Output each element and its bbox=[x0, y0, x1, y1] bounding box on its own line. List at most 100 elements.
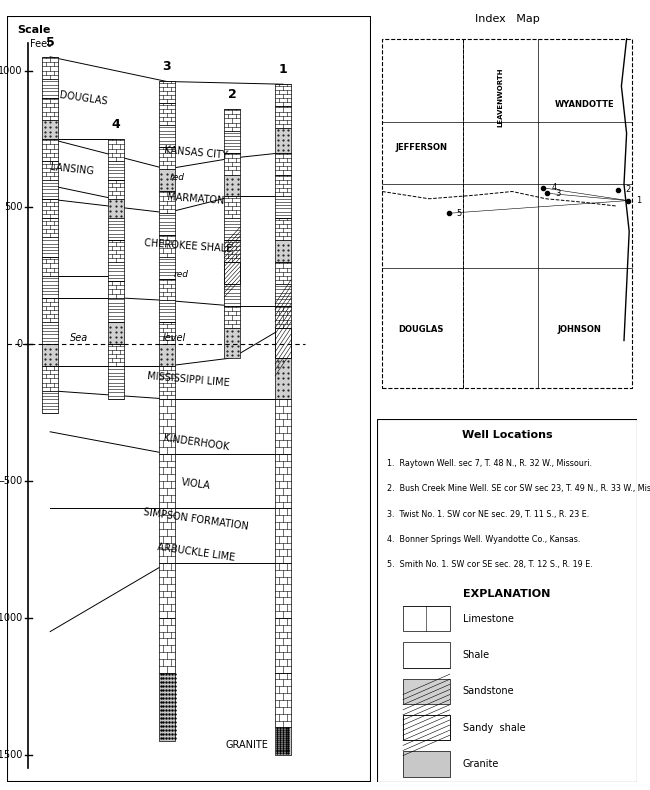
Bar bbox=[224, 284, 240, 306]
Text: ARBUCKLE LIME: ARBUCKLE LIME bbox=[157, 542, 235, 562]
Text: 1: 1 bbox=[636, 196, 641, 205]
Bar bbox=[275, 240, 291, 262]
Text: 4: 4 bbox=[551, 183, 556, 192]
Bar bbox=[403, 715, 450, 740]
Bar bbox=[224, 262, 240, 284]
Bar bbox=[275, 85, 291, 106]
Text: level: level bbox=[162, 333, 185, 343]
Text: Scale: Scale bbox=[18, 25, 51, 35]
Bar bbox=[42, 139, 58, 161]
Bar bbox=[159, 279, 175, 300]
Bar bbox=[275, 152, 291, 175]
Text: 5: 5 bbox=[456, 209, 461, 218]
Bar bbox=[275, 197, 291, 218]
Text: KANSAS CITY: KANSAS CITY bbox=[164, 145, 228, 160]
Bar bbox=[159, 81, 175, 103]
Bar bbox=[403, 715, 450, 740]
Bar bbox=[403, 606, 450, 631]
Bar bbox=[275, 728, 291, 754]
Bar bbox=[108, 281, 124, 298]
Text: 0: 0 bbox=[17, 339, 23, 349]
Bar bbox=[42, 391, 58, 412]
Bar bbox=[159, 344, 175, 366]
Bar bbox=[108, 262, 124, 281]
Bar bbox=[42, 218, 58, 238]
Bar bbox=[42, 79, 58, 98]
Text: KINDERHOOK: KINDERHOOK bbox=[162, 433, 229, 453]
Bar bbox=[403, 715, 450, 740]
Bar bbox=[159, 672, 175, 741]
Text: Sandstone: Sandstone bbox=[463, 687, 514, 696]
Bar bbox=[275, 328, 291, 358]
Text: MARMATON: MARMATON bbox=[167, 192, 225, 206]
Text: Index   Map: Index Map bbox=[474, 14, 540, 24]
Text: DOUGLAS: DOUGLAS bbox=[58, 89, 108, 106]
Bar bbox=[403, 715, 450, 740]
Bar bbox=[42, 199, 58, 218]
Text: 1.  Raytown Well. sec 7, T. 48 N., R. 32 W., Missouri.: 1. Raytown Well. sec 7, T. 48 N., R. 32 … bbox=[387, 459, 592, 468]
Bar bbox=[224, 197, 240, 218]
Bar bbox=[275, 328, 291, 358]
Bar bbox=[224, 328, 240, 358]
Bar bbox=[403, 642, 450, 668]
Bar bbox=[275, 328, 291, 358]
Text: JOHNSON: JOHNSON bbox=[558, 325, 602, 334]
Text: JEFFERSON: JEFFERSON bbox=[395, 144, 447, 152]
Bar bbox=[275, 128, 291, 152]
Bar bbox=[275, 328, 291, 358]
Bar bbox=[275, 328, 291, 358]
Text: 5.  Smith No. 1. SW cor SE sec. 28, T. 12 S., R. 19 E.: 5. Smith No. 1. SW cor SE sec. 28, T. 12… bbox=[387, 560, 593, 570]
Bar bbox=[275, 328, 291, 358]
Bar bbox=[403, 715, 450, 740]
Text: SIMPSON FORMATION: SIMPSON FORMATION bbox=[142, 507, 249, 532]
Bar bbox=[403, 715, 450, 740]
Bar bbox=[403, 715, 450, 740]
Bar bbox=[42, 322, 58, 344]
Text: red: red bbox=[174, 270, 188, 279]
Bar bbox=[224, 262, 240, 284]
Text: —500: —500 bbox=[0, 476, 23, 486]
Bar bbox=[275, 306, 291, 328]
Bar bbox=[224, 262, 240, 284]
Bar bbox=[403, 715, 450, 740]
Bar bbox=[403, 715, 450, 740]
Bar bbox=[275, 284, 291, 306]
Text: 3: 3 bbox=[162, 60, 171, 73]
Bar bbox=[108, 344, 124, 366]
Bar bbox=[224, 262, 240, 284]
Bar bbox=[159, 563, 175, 618]
Text: DOUGLAS: DOUGLAS bbox=[398, 325, 444, 334]
Bar bbox=[108, 322, 124, 344]
Bar bbox=[403, 715, 450, 740]
Text: 3.  Twist No. 1. SW cor NE sec. 29, T. 11 S., R. 23 E.: 3. Twist No. 1. SW cor NE sec. 29, T. 11… bbox=[387, 510, 590, 518]
Bar bbox=[224, 262, 240, 284]
Bar bbox=[275, 453, 291, 509]
Bar bbox=[42, 298, 58, 322]
Bar bbox=[42, 120, 58, 139]
Text: CHEROKEE SHALE: CHEROKEE SHALE bbox=[144, 238, 233, 254]
Bar bbox=[159, 169, 175, 191]
Bar bbox=[275, 328, 291, 358]
Bar bbox=[275, 672, 291, 728]
Bar bbox=[108, 240, 124, 262]
Bar bbox=[42, 161, 58, 180]
Bar bbox=[275, 262, 291, 284]
Text: 4.  Bonner Springs Well. Wyandotte Co., Kansas.: 4. Bonner Springs Well. Wyandotte Co., K… bbox=[387, 535, 581, 544]
Text: VIOLA: VIOLA bbox=[181, 477, 211, 491]
Bar bbox=[224, 262, 240, 284]
Bar bbox=[159, 366, 175, 399]
Text: Sandy  shale: Sandy shale bbox=[463, 723, 525, 732]
Bar bbox=[159, 235, 175, 257]
Bar bbox=[224, 240, 240, 262]
Bar bbox=[108, 139, 124, 161]
Text: LEAVENWORTH: LEAVENWORTH bbox=[497, 67, 504, 126]
Bar bbox=[42, 180, 58, 199]
Bar bbox=[275, 328, 291, 358]
Bar bbox=[108, 366, 124, 399]
Bar bbox=[403, 715, 450, 740]
Bar bbox=[224, 306, 240, 328]
Text: EXPLANATION: EXPLANATION bbox=[463, 589, 551, 600]
Bar bbox=[403, 715, 450, 740]
Bar bbox=[224, 262, 240, 284]
Bar bbox=[159, 191, 175, 213]
